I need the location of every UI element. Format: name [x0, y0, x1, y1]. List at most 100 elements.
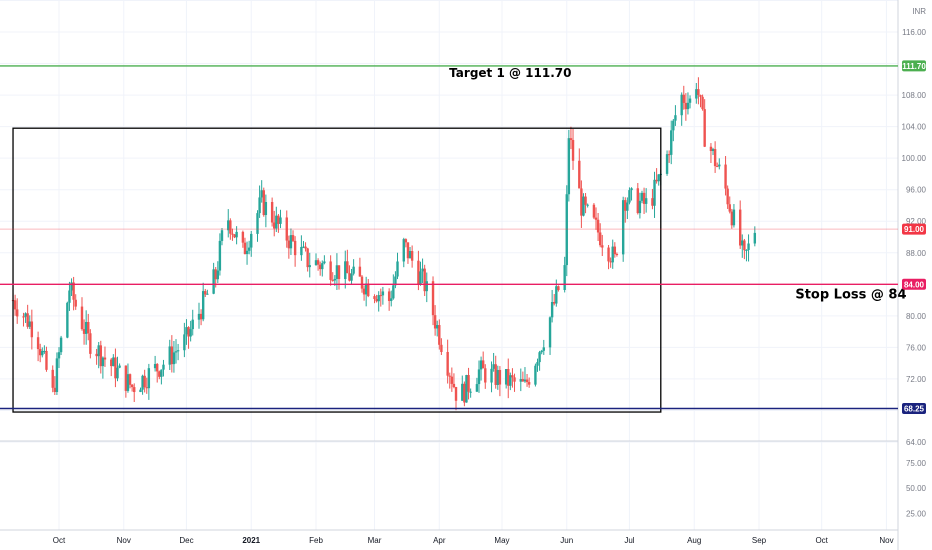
candle: [160, 369, 163, 385]
stoploss-annotation[interactable]: Stop Loss @ 84: [795, 288, 906, 303]
candle-body: [24, 313, 27, 317]
candle-body: [525, 379, 529, 383]
candle-body: [598, 232, 602, 246]
candle-body: [578, 160, 581, 189]
candle-body: [613, 246, 617, 255]
candle: [153, 355, 157, 372]
candle: [185, 319, 188, 345]
candle-body: [314, 260, 318, 266]
horizontal-levels[interactable]: [0, 65, 898, 410]
candle: [475, 377, 479, 393]
candle-body: [653, 179, 656, 206]
candle-body: [260, 190, 263, 198]
candle: [130, 383, 134, 392]
candle-body: [469, 391, 472, 393]
candle-body: [642, 192, 646, 204]
grid-lines: [0, 0, 899, 550]
candle-body: [168, 346, 171, 365]
candle-body: [672, 120, 675, 131]
target-annotation[interactable]: Target 1 @ 111.70: [449, 66, 571, 80]
candle: [569, 126, 573, 150]
candle-body: [176, 350, 180, 352]
candle-body: [170, 346, 174, 365]
candle-body: [433, 315, 437, 329]
candle: [565, 185, 568, 277]
candle: [433, 305, 437, 336]
time-tick-label: Aug: [687, 536, 701, 545]
candle: [402, 237, 405, 268]
candle: [580, 180, 583, 228]
candle-body: [172, 352, 176, 365]
candle-body: [747, 243, 750, 250]
candle-body: [730, 211, 734, 226]
candle: [732, 204, 736, 228]
annotations[interactable]: Target 1 @ 111.70 Stop Loss @ 84: [449, 66, 906, 303]
candle-body: [680, 94, 683, 116]
candle: [95, 348, 98, 365]
candle-body: [258, 197, 261, 214]
candle: [306, 247, 309, 272]
candle: [87, 313, 90, 341]
candle: [22, 312, 25, 327]
candle: [436, 320, 439, 337]
candle: [70, 278, 73, 296]
target-badge-bg: [902, 60, 926, 72]
candle-body: [287, 240, 291, 249]
candle: [279, 209, 282, 229]
candle-body: [611, 246, 614, 263]
candle: [697, 77, 700, 105]
candle: [594, 207, 598, 230]
candle-body: [640, 192, 644, 201]
candle-body: [256, 213, 259, 234]
candle: [452, 373, 456, 389]
candle-body: [481, 360, 485, 369]
candle: [233, 234, 236, 239]
candle: [260, 180, 263, 203]
candle: [557, 285, 560, 292]
price-tick-label: 116.00: [902, 28, 926, 37]
candle: [492, 352, 495, 372]
time-tick-label: Oct: [815, 536, 828, 545]
candle-body: [523, 379, 527, 382]
candle: [170, 335, 174, 373]
candle: [392, 274, 395, 300]
candle: [118, 363, 121, 369]
candle-body: [80, 306, 84, 330]
candle-body: [644, 198, 648, 204]
candle: [479, 356, 483, 381]
candle: [235, 226, 238, 245]
candle: [206, 289, 209, 295]
candle: [680, 92, 683, 126]
candle: [13, 294, 17, 316]
candle: [521, 371, 525, 382]
candle-body: [247, 247, 251, 251]
candle-body: [143, 375, 146, 388]
candle: [227, 209, 230, 238]
candle: [191, 309, 194, 336]
candle: [525, 373, 529, 387]
candle: [197, 302, 201, 329]
candle: [176, 343, 180, 361]
candle: [523, 367, 527, 383]
candle-body: [264, 202, 268, 216]
consolidation-box[interactable]: [12, 127, 662, 413]
candle: [536, 358, 539, 372]
target-price-badge: 111.70: [902, 60, 926, 72]
candle: [463, 381, 466, 407]
candle: [158, 370, 161, 380]
stop-badge-label: 84.00: [904, 280, 925, 289]
candle: [139, 387, 142, 393]
price-tick-label: 80.00: [906, 312, 927, 321]
candle-body: [728, 204, 731, 212]
range-box[interactable]: [12, 127, 662, 413]
candle: [36, 331, 40, 362]
volume-tick-label: 25.00: [906, 509, 927, 518]
candle: [82, 319, 86, 345]
candle: [567, 129, 571, 202]
candle: [156, 363, 159, 383]
candle-body: [726, 188, 729, 205]
candle: [699, 94, 702, 108]
candle: [379, 288, 382, 307]
time-tick-label: Oct: [53, 536, 66, 545]
